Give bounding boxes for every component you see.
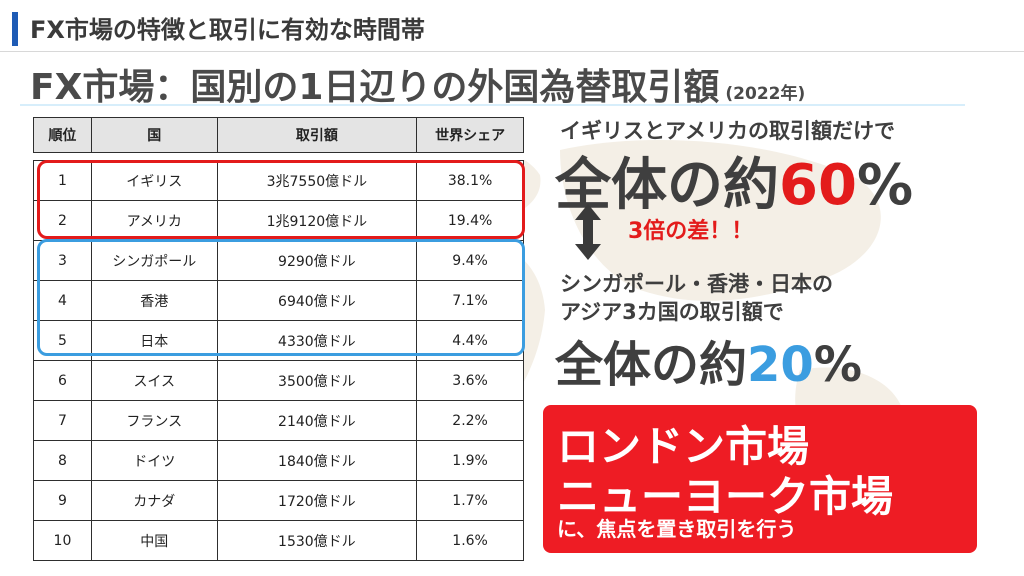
share-cell: 38.1% [416, 160, 524, 201]
share-cell: 4.4% [416, 320, 524, 361]
header-volume: 取引額 [216, 117, 418, 153]
share-cell: 9.4% [416, 240, 524, 281]
country-cell: カナダ [90, 480, 218, 521]
callout-london: ロンドン市場 [557, 422, 810, 471]
difference-note: 3倍の差！！ [628, 219, 754, 244]
table-header-row: 順位 国 取引額 世界シェア [33, 117, 524, 153]
rank-cell: 3 [33, 240, 92, 281]
section-title: FX市場の特徴と取引に有効な時間帯 [30, 16, 425, 44]
callout-note: に、焦点を置き取引を行う [557, 517, 797, 541]
table-row: 10 中国 1530億ドル 1.6% [33, 520, 524, 561]
share-cell: 1.7% [416, 480, 524, 521]
highlight2-intro-line2: アジア3カ国の取引額で [560, 300, 784, 324]
spacer-cell [33, 152, 524, 161]
header-share: 世界シェア [416, 117, 524, 153]
country-cell: イギリス [90, 160, 218, 201]
highlight2-intro-line1: シンガポール・香港・日本の [560, 272, 833, 296]
table-row: 4 香港 6940億ドル 7.1% [33, 280, 524, 321]
volume-cell: 4330億ドル [216, 320, 418, 361]
share-cell: 19.4% [416, 200, 524, 241]
slide-title: FX市場：国別の1日辺りの外国為替取引額 (2022年) [30, 58, 805, 110]
section-header: FX市場の特徴と取引に有効な時間帯 [0, 0, 1024, 52]
rank-cell: 7 [33, 400, 92, 441]
table-row: 1 イギリス 3兆7550億ドル 38.1% [33, 160, 524, 201]
title-underline [20, 104, 965, 106]
slide-title-text: FX市場：国別の1日辺りの外国為替取引額 [30, 67, 720, 108]
country-cell: ドイツ [90, 440, 218, 481]
table-row: 3 シンガポール 9290億ドル 9.4% [33, 240, 524, 281]
rank-cell: 5 [33, 320, 92, 361]
rank-cell: 2 [33, 200, 92, 241]
table-row: 8 ドイツ 1840億ドル 1.9% [33, 440, 524, 481]
country-cell: シンガポール [90, 240, 218, 281]
highlight2-unit: % [813, 337, 862, 393]
header-accent-bar [12, 12, 18, 46]
volume-cell: 2140億ドル [216, 400, 418, 441]
table-row: 9 カナダ 1720億ドル 1.7% [33, 480, 524, 521]
share-cell: 7.1% [416, 280, 524, 321]
share-cell: 1.9% [416, 440, 524, 481]
highlight2-value: 20 [747, 337, 814, 393]
volume-cell: 1兆9120億ドル [216, 200, 418, 241]
highlight2-figure: 全体の約20% [555, 325, 862, 395]
rank-cell: 1 [33, 160, 92, 201]
volume-cell: 1840億ドル [216, 440, 418, 481]
country-cell: アメリカ [90, 200, 218, 241]
table-row: 5 日本 4330億ドル 4.4% [33, 320, 524, 361]
volume-cell: 9290億ドル [216, 240, 418, 281]
highlight2-prefix: 全体の約 [555, 337, 748, 393]
double-arrow-icon [575, 204, 601, 260]
year-note: (2022年) [725, 84, 806, 104]
share-cell: 3.6% [416, 360, 524, 401]
country-cell: スイス [90, 360, 218, 401]
rank-cell: 10 [33, 520, 92, 561]
rank-cell: 6 [33, 360, 92, 401]
volume-cell: 1720億ドル [216, 480, 418, 521]
highlight1-intro: イギリスとアメリカの取引額だけで [560, 119, 895, 143]
highlight1-figure: 全体の約60% [555, 140, 913, 221]
country-cell: 中国 [90, 520, 218, 561]
volume-cell: 6940億ドル [216, 280, 418, 321]
highlight1-prefix: 全体の約 [555, 153, 779, 218]
callout-new-york: ニューヨーク市場 [557, 472, 894, 521]
header-divider [0, 51, 1024, 52]
header-rank: 順位 [33, 117, 92, 153]
header-country: 国 [90, 117, 218, 153]
table-row: 2 アメリカ 1兆9120億ドル 19.4% [33, 200, 524, 241]
table-row: 7 フランス 2140億ドル 2.2% [33, 400, 524, 441]
rank-cell: 8 [33, 440, 92, 481]
country-cell: 香港 [90, 280, 218, 321]
share-cell: 1.6% [416, 520, 524, 561]
table-spacer [33, 152, 524, 161]
table-row: 6 スイス 3500億ドル 3.6% [33, 360, 524, 401]
country-cell: 日本 [90, 320, 218, 361]
highlight1-unit: % [856, 153, 914, 218]
country-ranking-table: 順位 国 取引額 世界シェア 1 イギリス 3兆7550億ドル 38.1% 2 … [33, 117, 524, 561]
volume-cell: 1530億ドル [216, 520, 418, 561]
rank-cell: 4 [33, 280, 92, 321]
share-cell: 2.2% [416, 400, 524, 441]
focus-markets-callout: ロンドン市場 ニューヨーク市場 に、焦点を置き取引を行う [543, 405, 977, 553]
volume-cell: 3兆7550億ドル [216, 160, 418, 201]
highlight1-value: 60 [779, 153, 857, 218]
rank-cell: 9 [33, 480, 92, 521]
country-cell: フランス [90, 400, 218, 441]
volume-cell: 3500億ドル [216, 360, 418, 401]
